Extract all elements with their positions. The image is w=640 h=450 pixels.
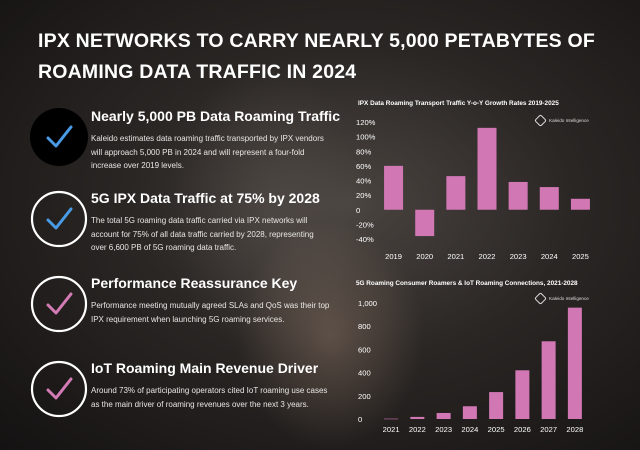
x-tick-label: 2027 <box>540 425 557 434</box>
check-icon <box>30 108 88 166</box>
bar-2021 <box>446 176 466 210</box>
x-tick-label: 2019 <box>385 252 402 261</box>
item-title: Performance Reassurance Key <box>91 275 298 291</box>
y-tick-label: 80% <box>356 147 371 156</box>
brand-label: Kaleido Intelligence <box>549 296 589 301</box>
y-tick-label: 0 <box>356 206 360 215</box>
y-tick-label: 800 <box>358 322 371 331</box>
bar-2021 <box>384 418 399 420</box>
x-tick-label: 2025 <box>488 425 505 434</box>
bar-2023 <box>436 412 451 419</box>
x-tick-label: 2022 <box>479 252 496 261</box>
y-tick-label: 20% <box>356 191 371 200</box>
brand-logo: Kaleido Intelligence <box>534 292 589 305</box>
check-icon <box>30 360 88 418</box>
x-tick-label: 2021 <box>447 252 464 261</box>
x-tick-label: 2021 <box>383 425 400 434</box>
x-tick-label: 2028 <box>566 425 583 434</box>
item-5g-ipx-traffic: 5G IPX Data Traffic at 75% by 2028 The t… <box>30 190 330 270</box>
x-tick-label: 2024 <box>461 425 478 434</box>
brand-logo: Kaleido Intelligence <box>534 114 589 127</box>
bar-2019 <box>384 165 404 210</box>
bar-2024 <box>462 406 477 419</box>
item-body: Performance meeting mutually agreed SLAs… <box>91 301 330 324</box>
bar-2022 <box>410 416 425 419</box>
y-tick-label: 120% <box>356 118 376 127</box>
x-tick-label: 2022 <box>409 425 426 434</box>
item-body: The total 5G roaming data traffic carrie… <box>91 216 314 252</box>
item-title: IoT Roaming Main Revenue Driver <box>91 360 319 376</box>
bar-2020 <box>415 209 435 237</box>
bar-2027 <box>541 341 556 419</box>
chart-title: 5G Roaming Consumer Roamers & IoT Roamin… <box>356 280 578 287</box>
x-tick-label: 2024 <box>541 252 558 261</box>
y-tick-label: 40% <box>356 177 371 186</box>
item-iot-revenue-driver: IoT Roaming Main Revenue Driver Around 7… <box>30 360 330 435</box>
chart-plot: 0 200 400 600 800 1,000 2021 2022 2023 2024 2025 20… <box>358 299 583 434</box>
x-tick-label: 2020 <box>416 252 433 261</box>
item-title: 5G IPX Data Traffic at 75% by 2028 <box>91 190 320 206</box>
chart-growth-rates: IPX Data Roaming Transport Traffic Y-o-Y… <box>350 98 612 268</box>
y-tick-label: 0 <box>358 415 362 424</box>
item-body: Kaleido estimates data roaming traffic t… <box>91 134 324 170</box>
x-tick-label: 2023 <box>510 252 527 261</box>
y-tick-label: 400 <box>358 369 371 378</box>
x-tick-label: 2023 <box>435 425 452 434</box>
chart-title: IPX Data Roaming Transport Traffic Y-o-Y… <box>358 100 559 107</box>
x-tick-label: 2026 <box>514 425 531 434</box>
page-title: IPX NETWORKS TO CARRY NEARLY 5,000 PETAB… <box>38 30 595 83</box>
check-icon <box>30 275 88 333</box>
y-tick-label: 600 <box>358 345 371 354</box>
y-tick-label: -40% <box>356 235 374 244</box>
chart-plot: -40% -20% 0 20% 40% 60% 80% 100% 120% 2019 2020 202… <box>356 118 590 261</box>
y-tick-label: 200 <box>358 392 371 401</box>
bar-2026 <box>515 370 530 419</box>
bar-2023 <box>508 181 528 210</box>
bar-2025 <box>489 392 504 419</box>
bar-2025 <box>570 198 590 210</box>
bar-2022 <box>477 127 497 210</box>
background-hand <box>235 220 425 450</box>
check-icon <box>30 190 88 248</box>
y-tick-label: 100% <box>356 133 376 142</box>
item-performance-reassurance: Performance Reassurance Key Performance … <box>30 275 330 345</box>
item-body: Around 73% of participating operators ci… <box>91 386 328 409</box>
chart-5g-roamers: 5G Roaming Consumer Roamers & IoT Roamin… <box>350 278 612 440</box>
x-tick-label: 2025 <box>572 252 589 261</box>
item-title: Nearly 5,000 PB Data Roaming Traffic <box>91 108 340 124</box>
item-data-roaming-traffic: Nearly 5,000 PB Data Roaming Traffic Kal… <box>30 108 340 178</box>
brand-label: Kaleido Intelligence <box>549 118 589 123</box>
y-tick-label: 60% <box>356 162 371 171</box>
y-tick-label: -20% <box>356 220 374 229</box>
bar-2024 <box>539 187 559 210</box>
background-glow <box>170 60 370 360</box>
y-tick-label: 1,000 <box>358 299 377 308</box>
bar-2028 <box>567 307 582 419</box>
